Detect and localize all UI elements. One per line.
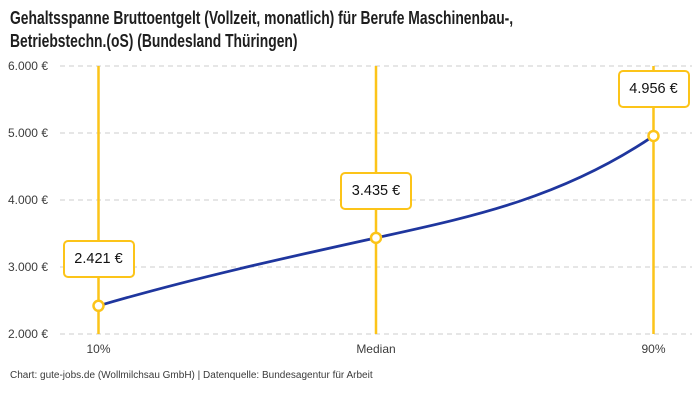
- y-axis-tick-label: 2.000 €: [7, 327, 48, 341]
- chart-credit: Chart: gute-jobs.de (Wollmilchsau GmbH) …: [10, 370, 373, 381]
- value-annotation-box: 4.956 €: [617, 69, 690, 108]
- data-point-marker: [92, 299, 105, 313]
- value-annotation-box: 3.435 €: [340, 171, 412, 210]
- y-axis-tick-label: 4.000 €: [7, 193, 48, 207]
- x-axis-tick-label: 10%: [86, 342, 111, 356]
- x-axis-tick-label: Median: [356, 342, 396, 356]
- chart-title-line2: Betriebstechn.(oS) (Bundesland Thüringen…: [10, 30, 298, 51]
- data-point-marker: [647, 129, 660, 143]
- chart-title-line1: Gehaltsspanne Bruttoentgelt (Vollzeit, m…: [10, 7, 514, 28]
- data-point-marker: [369, 231, 383, 245]
- y-axis-tick-label: 5.000 €: [7, 126, 48, 140]
- y-axis-tick-label: 3.000 €: [7, 260, 48, 274]
- value-annotation-box: 2.421 €: [62, 239, 135, 278]
- x-axis-tick-label: 90%: [641, 342, 666, 356]
- y-axis-tick-label: 6.000 €: [7, 59, 48, 73]
- chart-title: Gehaltsspanne Bruttoentgelt (Vollzeit, m…: [10, 6, 565, 52]
